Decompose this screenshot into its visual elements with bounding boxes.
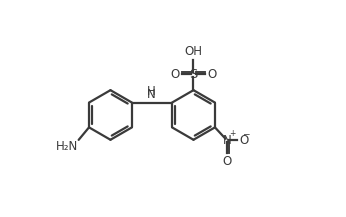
Text: OH: OH xyxy=(184,46,202,58)
Text: H: H xyxy=(146,85,155,98)
Text: O: O xyxy=(207,67,217,81)
Text: O: O xyxy=(222,155,231,168)
Text: O: O xyxy=(239,134,249,147)
Text: S: S xyxy=(189,67,198,81)
Text: O: O xyxy=(171,67,180,81)
Text: N: N xyxy=(222,134,231,147)
Text: −: − xyxy=(242,129,249,138)
Text: N: N xyxy=(146,88,155,101)
Text: +: + xyxy=(229,129,235,138)
Text: H₂N: H₂N xyxy=(56,140,78,153)
